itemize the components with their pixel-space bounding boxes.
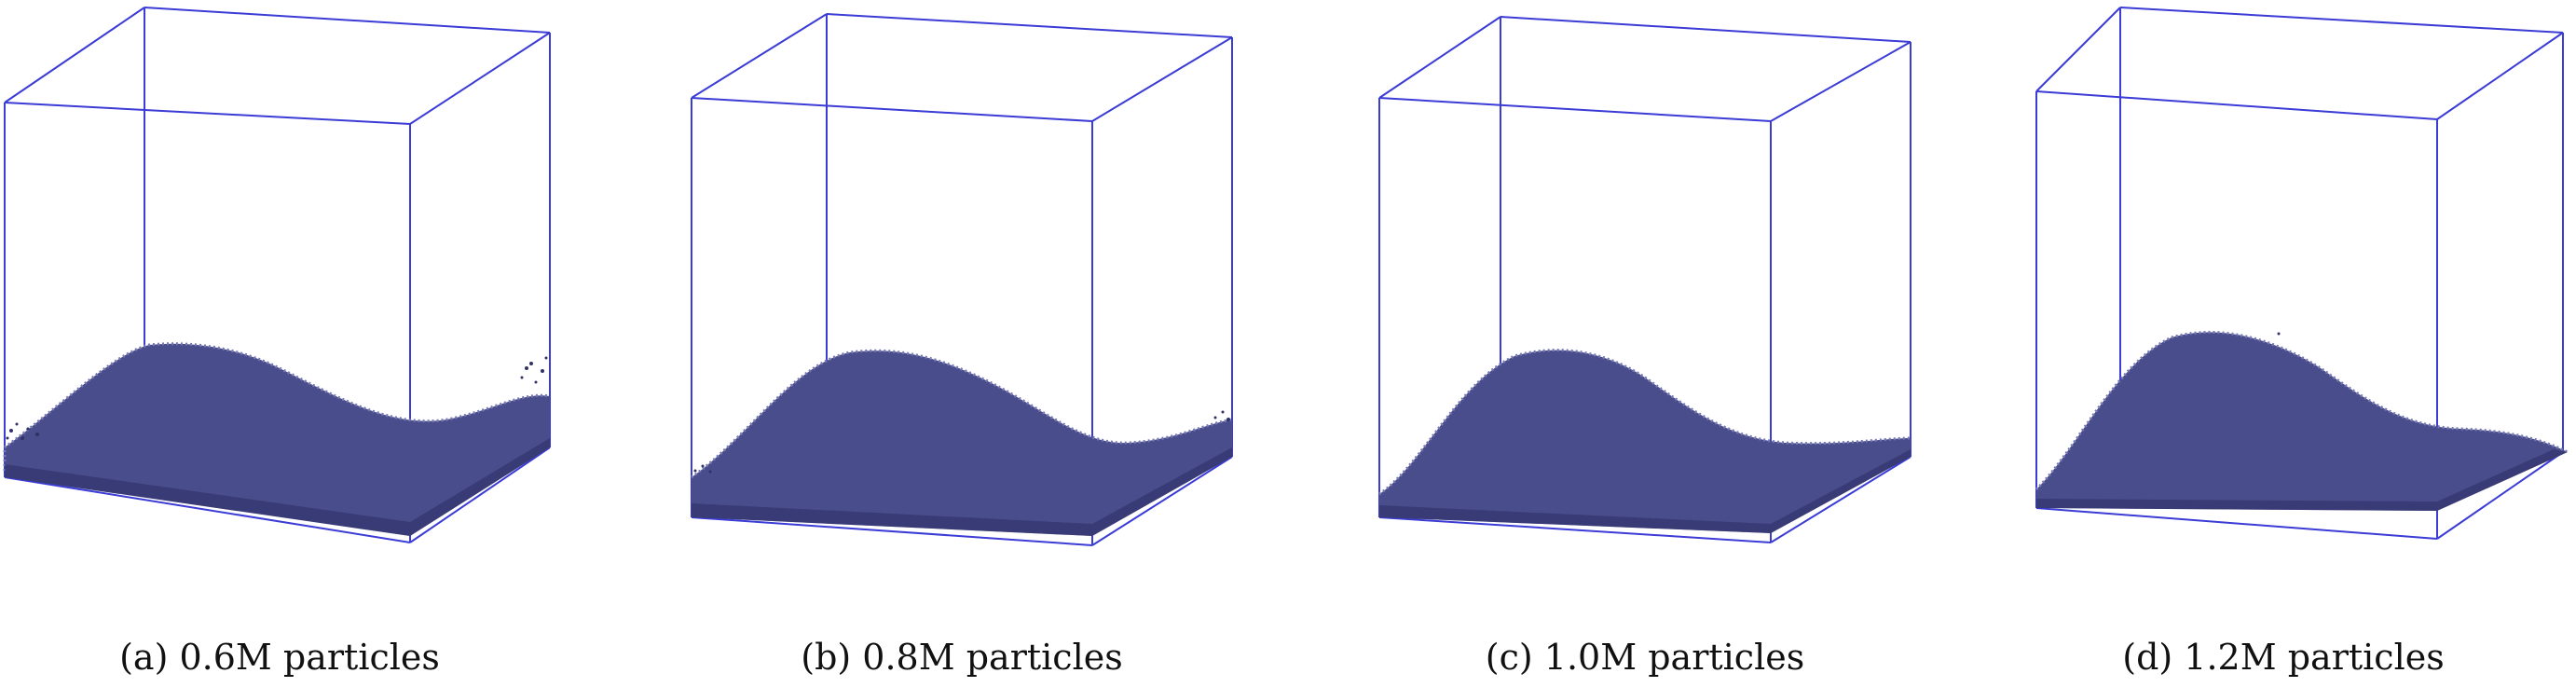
subfigure-caption-b: (b) 0.8M particles: [801, 637, 1123, 678]
subfigure-a: (a) 0.6M particles: [0, 0, 559, 687]
simulation-render-b: [691, 13, 1233, 546]
particle-surface-c: [1378, 349, 1911, 533]
simulation-render-c: [1378, 16, 1911, 543]
particle-surface-b: [691, 349, 1233, 536]
subfigure-b: (b) 0.8M particles: [682, 0, 1241, 687]
simulation-render-d: [2035, 7, 2569, 540]
box-wireframe-b: [691, 13, 1233, 546]
subfigure-caption-c: (c) 1.0M particles: [1485, 637, 1805, 678]
particle-surface-d: [2035, 330, 2569, 511]
subfigure-caption-d: (d) 1.2M particles: [2122, 637, 2445, 678]
subfigure-caption-a: (a) 0.6M particles: [119, 637, 440, 678]
subfigure-d: (d) 1.2M particles: [2004, 0, 2569, 687]
particle-surface-a: [3, 342, 551, 536]
box-wireframe-a: [4, 7, 551, 543]
simulation-render-a: [3, 7, 551, 543]
box-wireframe-d: [2035, 7, 2564, 540]
subfigure-c: (c) 1.0M particles: [1365, 0, 1925, 687]
